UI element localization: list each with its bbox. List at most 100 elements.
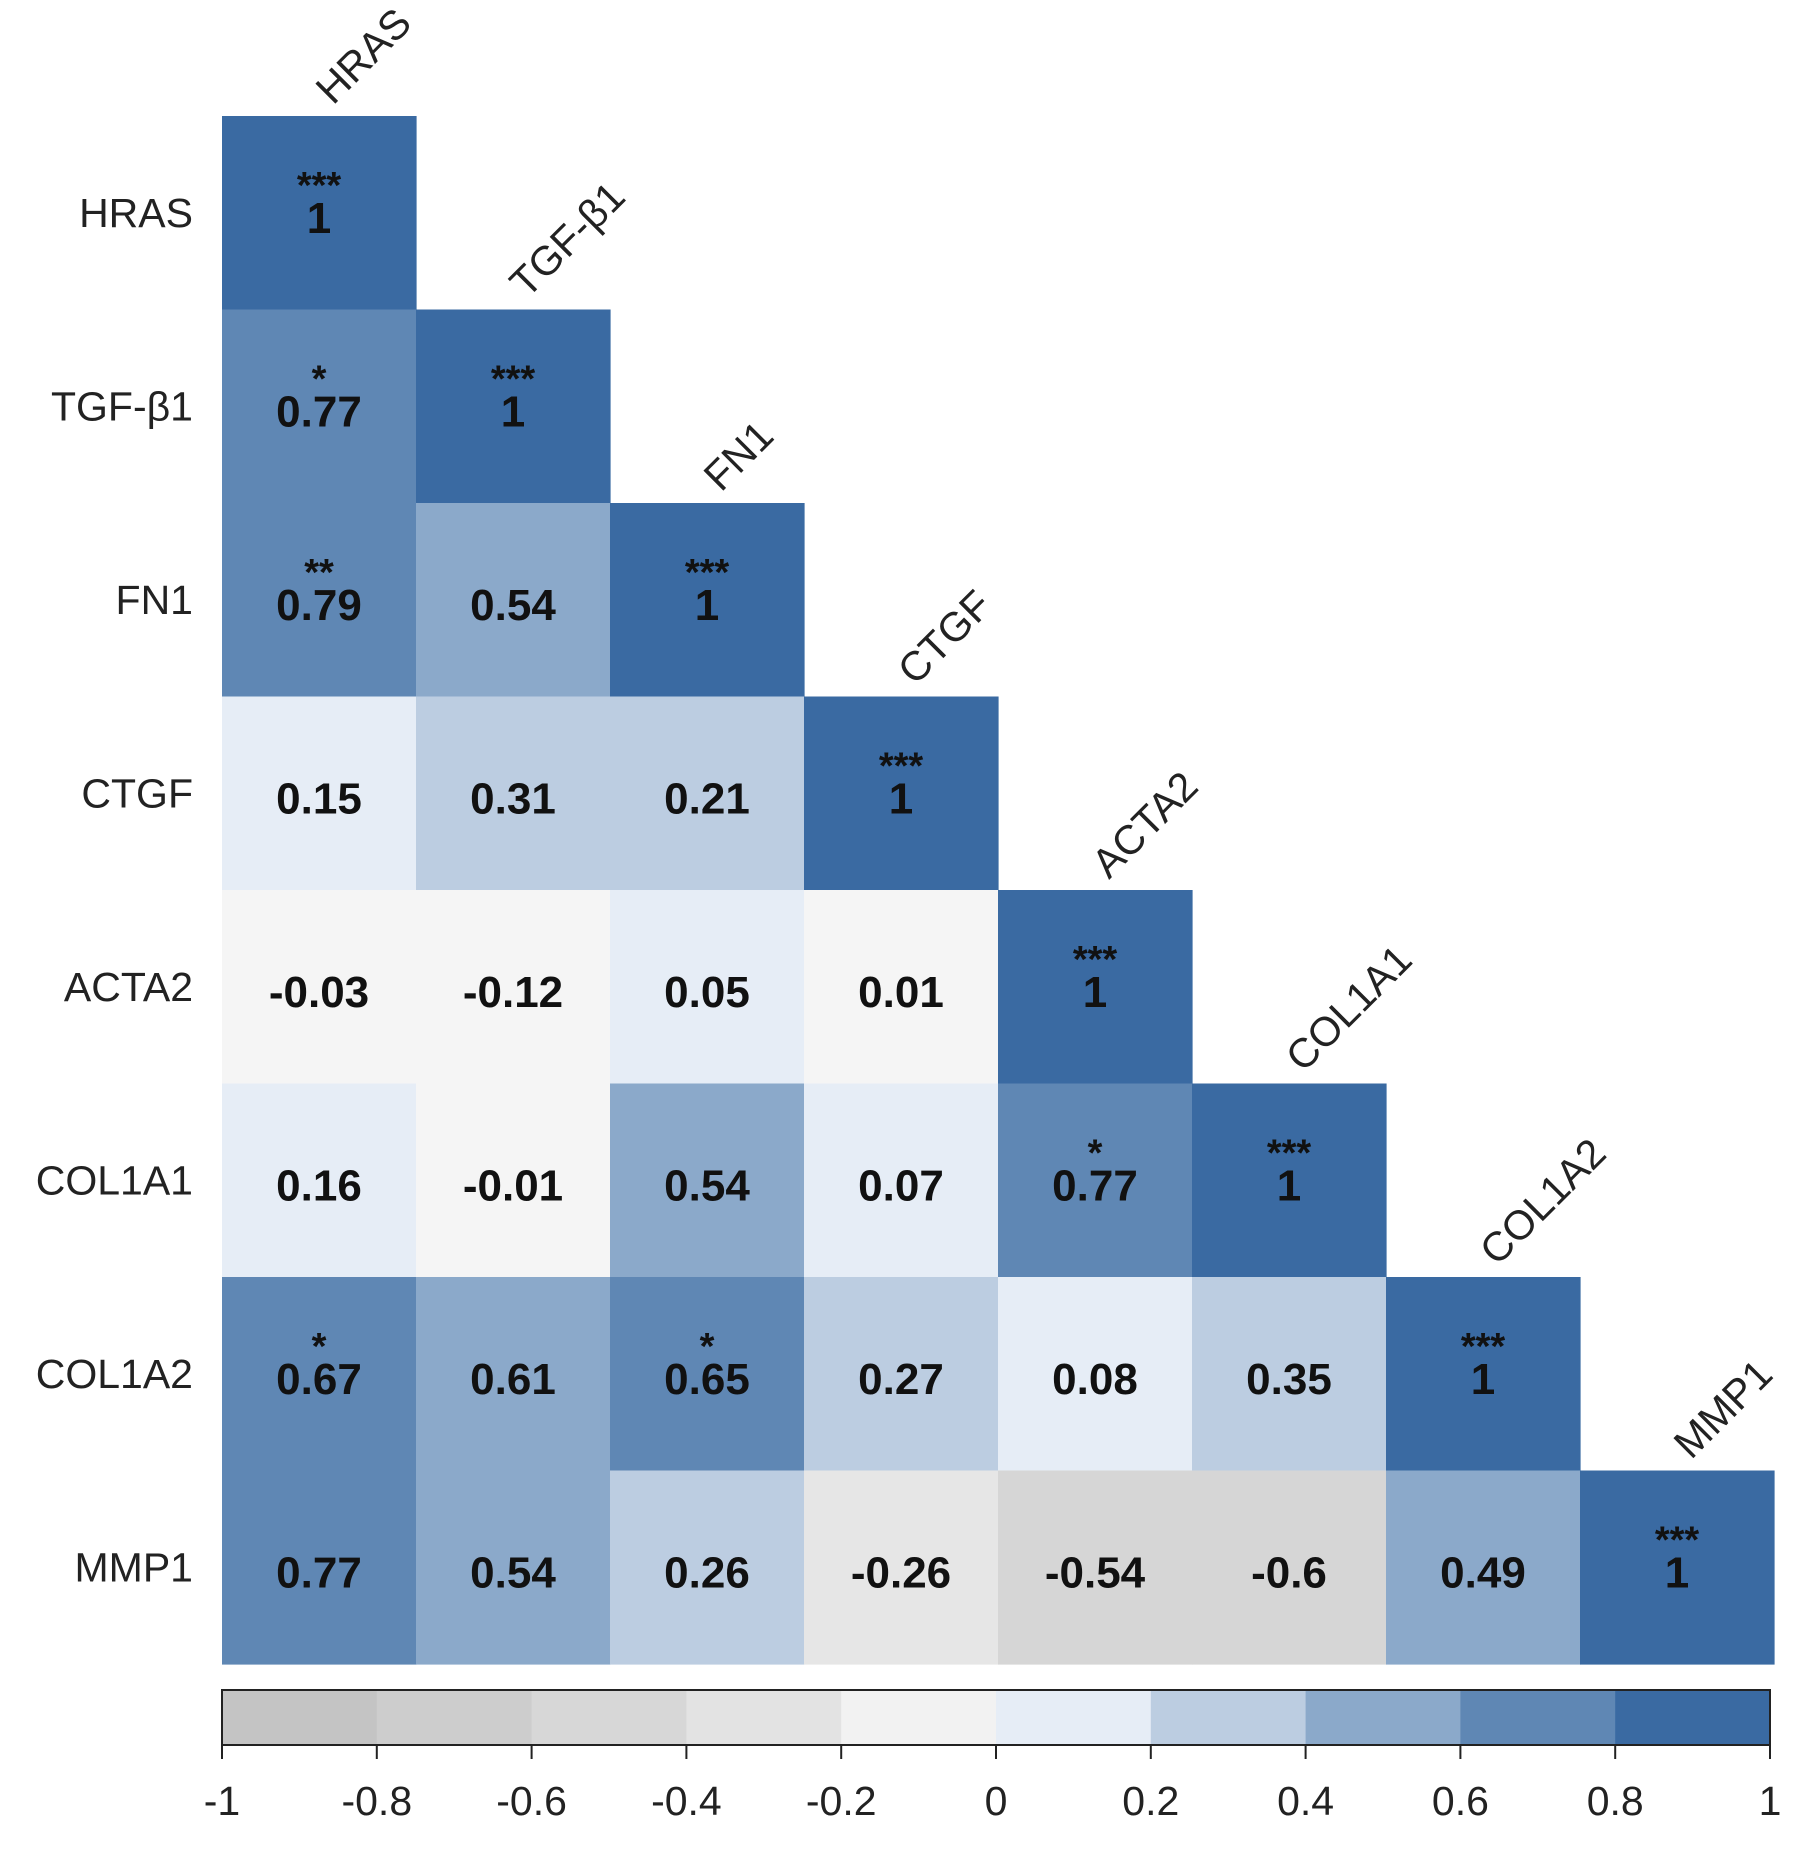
row-label: ACTA2 — [64, 964, 193, 1010]
cell-value: -0.03 — [269, 968, 369, 1017]
cell-value: 1 — [889, 775, 913, 824]
heatmap-cell — [610, 1277, 805, 1472]
column-label: TGF-β1 — [501, 173, 634, 306]
colorbar-tick-label: -0.2 — [806, 1778, 877, 1824]
heatmap-cell — [804, 696, 999, 891]
heatmap-cell — [416, 1277, 611, 1472]
colorbar-segment — [376, 1690, 533, 1745]
cell-value: 1 — [1471, 1355, 1495, 1404]
cell-value: -0.6 — [1251, 1549, 1327, 1598]
heatmap-cell — [416, 309, 611, 504]
heatmap-cell — [416, 503, 611, 698]
significance-stars: *** — [491, 359, 536, 401]
cell-value: 0.08 — [1052, 1355, 1138, 1404]
colorbar-tick-label: 0.6 — [1432, 1778, 1489, 1824]
row-label: TGF-β1 — [51, 383, 193, 429]
cell-value: -0.54 — [1045, 1549, 1146, 1598]
heatmap-cell — [416, 1083, 611, 1278]
cell-value: 0.21 — [664, 775, 750, 824]
heatmap-cell — [610, 1470, 805, 1665]
significance-stars: * — [312, 1326, 327, 1368]
colorbar-segment — [1615, 1690, 1771, 1745]
heatmap-cell — [804, 890, 999, 1085]
colorbar-segment — [1150, 1690, 1307, 1745]
colorbar-tick-label: 1 — [1759, 1778, 1782, 1824]
cell-value: 0.79 — [276, 581, 362, 630]
heatmap-cell — [1580, 1470, 1775, 1665]
colorbar-tick-label: 0.2 — [1122, 1778, 1179, 1824]
colorbar-segment — [686, 1690, 842, 1745]
heatmap-cell — [998, 1277, 1193, 1472]
cell-value: 0.54 — [470, 1549, 556, 1598]
colorbar-tick-label: -1 — [204, 1778, 240, 1824]
heatmap-cell — [610, 696, 805, 891]
heatmap-cell — [610, 503, 805, 698]
row-label: MMP1 — [75, 1544, 193, 1590]
row-label: COL1A2 — [36, 1351, 193, 1397]
heatmap-cell — [222, 1083, 417, 1278]
cell-value: 0.67 — [276, 1355, 362, 1404]
row-label: CTGF — [81, 770, 193, 816]
significance-stars: ** — [304, 552, 334, 594]
colorbar-tick-label: -0.8 — [341, 1778, 412, 1824]
heatmap-cell — [222, 309, 417, 504]
colorbar-tick-label: -0.6 — [496, 1778, 567, 1824]
column-label: ACTA2 — [1083, 763, 1207, 887]
cell-value: 0.05 — [664, 968, 750, 1017]
row-label: HRAS — [79, 190, 193, 236]
significance-stars: *** — [297, 165, 342, 207]
heatmap-cell — [998, 1470, 1193, 1665]
cell-value: -0.26 — [851, 1549, 951, 1598]
heatmap-cell — [998, 1083, 1193, 1278]
colorbar-segment — [996, 1690, 1152, 1745]
colorbar-tick-label: 0.8 — [1587, 1778, 1644, 1824]
cell-value: 0.61 — [470, 1355, 556, 1404]
cell-value: -0.12 — [463, 968, 563, 1017]
heatmap-cell — [1386, 1470, 1581, 1665]
colorbar-tick-label: -0.4 — [651, 1778, 722, 1824]
heatmap-cell — [1192, 1083, 1387, 1278]
heatmap-cell — [1192, 1277, 1387, 1472]
cell-value: -0.01 — [463, 1162, 563, 1211]
heatmap-cell — [416, 1470, 611, 1665]
column-label: HRAS — [307, 0, 420, 112]
cell-value: 1 — [695, 581, 719, 630]
cell-value: 0.35 — [1246, 1355, 1332, 1404]
cell-value: 1 — [501, 388, 525, 437]
row-label: COL1A1 — [36, 1157, 193, 1203]
cell-value: 1 — [1665, 1549, 1689, 1598]
heatmap-cell — [1386, 1277, 1581, 1472]
cell-value: 0.07 — [858, 1162, 944, 1211]
cell-value: 0.77 — [276, 388, 362, 437]
cell-value: 1 — [1277, 1162, 1301, 1211]
heatmap-cell — [804, 1470, 999, 1665]
significance-stars: *** — [1655, 1520, 1700, 1562]
cell-value: 0.49 — [1440, 1549, 1526, 1598]
cell-value: 0.27 — [858, 1355, 944, 1404]
significance-stars: *** — [879, 746, 924, 788]
column-label: COL1A1 — [1277, 936, 1421, 1080]
colorbar-segment — [531, 1690, 687, 1745]
cell-value: 0.77 — [1052, 1162, 1138, 1211]
heatmap-cell — [222, 1470, 417, 1665]
cell-value: 1 — [307, 194, 331, 243]
column-label: CTGF — [889, 581, 1000, 692]
row-label: FN1 — [116, 577, 193, 623]
cell-value: 0.65 — [664, 1355, 750, 1404]
heatmap-cell — [222, 890, 417, 1085]
heatmap-cell — [610, 890, 805, 1085]
cell-value: 0.31 — [470, 775, 556, 824]
significance-stars: *** — [1073, 939, 1118, 981]
heatmap-cell — [222, 696, 417, 891]
cell-value: 0.54 — [470, 581, 556, 630]
heatmap-cell — [416, 890, 611, 1085]
cell-value: 0.01 — [858, 968, 944, 1017]
cell-value: 0.77 — [276, 1549, 362, 1598]
significance-stars: *** — [1267, 1133, 1312, 1175]
significance-stars: * — [1088, 1133, 1103, 1175]
cell-value: 1 — [1083, 968, 1107, 1017]
heatmap-cell — [416, 696, 611, 891]
column-label: COL1A2 — [1471, 1130, 1615, 1274]
